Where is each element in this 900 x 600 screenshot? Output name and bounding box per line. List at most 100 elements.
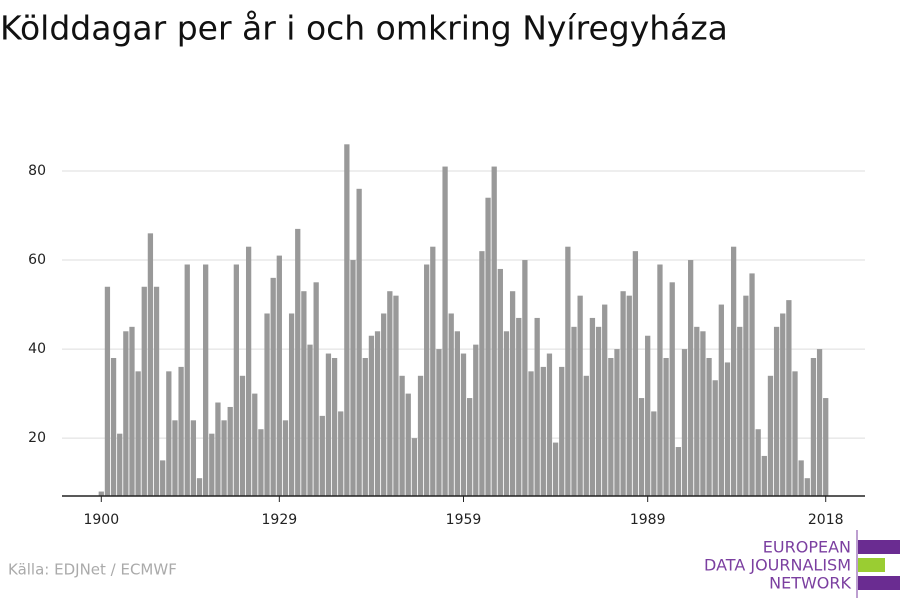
y-tick-label: 60 [28,252,46,268]
y-tick-label: 40 [28,341,46,357]
bar [694,326,700,496]
bar [399,375,405,496]
bar [497,268,503,496]
bar [816,349,823,496]
bar [178,366,184,496]
bar [442,166,448,496]
bar [528,371,534,496]
bar [190,420,197,496]
bar [651,411,657,496]
bar [773,326,780,496]
bar [307,344,313,496]
bar [730,246,737,496]
bar [522,260,528,496]
bar [700,331,706,496]
bar [810,357,817,496]
bar [331,357,338,496]
bar [448,313,454,496]
bar [749,273,755,496]
bar [362,357,368,496]
bar [718,304,724,496]
bar [301,291,307,496]
bar [245,246,252,496]
bar [466,398,473,496]
bar [356,188,362,497]
bar [417,375,424,496]
bar [110,357,117,496]
bar [473,344,479,496]
bar [571,326,577,496]
bar [196,478,203,496]
bar [688,260,694,496]
bar [368,335,375,496]
bar [153,286,160,496]
bar [104,286,111,496]
logo-text: NETWORK [769,574,851,593]
bar [503,331,510,496]
bar [405,393,411,496]
bar [608,357,614,496]
bar [737,326,743,496]
bar [626,295,632,496]
bar [393,295,399,496]
bar [724,362,731,496]
bar [657,264,663,496]
bar [319,415,325,496]
bar [203,264,209,496]
bar [374,331,381,496]
bar [546,353,553,496]
bar [166,371,172,496]
bar [264,313,270,496]
bar [123,331,129,496]
bar [258,429,264,496]
bar [454,331,461,496]
bar [227,406,233,496]
bar [252,393,258,496]
bar [614,349,620,496]
bar [295,228,301,496]
bar [98,491,104,496]
bar [436,349,442,496]
bar [552,442,559,496]
bar [424,264,430,496]
bar [577,295,583,496]
bar [559,366,565,496]
bar [338,411,344,496]
bar [743,295,749,496]
bar [288,313,295,496]
bar [313,282,319,496]
bar [638,398,645,496]
logo-bar [858,540,900,554]
bar [798,460,804,496]
bar [540,366,546,496]
bar [804,478,810,496]
bar [565,246,571,496]
bar [233,264,239,496]
bar [479,251,485,496]
y-tick-label: 80 [28,163,46,179]
bar [172,420,178,496]
bar [761,455,767,496]
x-tick-label: 2018 [808,512,844,528]
logo-text: EUROPEAN [763,538,851,557]
x-tick-label: 1900 [83,512,119,528]
bar [780,313,786,496]
bar [344,144,350,496]
bar [184,264,190,496]
bar [270,277,276,496]
bar [430,246,436,496]
bar [706,357,712,496]
logo-text: DATA JOURNALISM [704,556,851,575]
y-tick-label: 20 [28,430,46,446]
x-tick-label: 1959 [446,512,482,528]
bar [675,447,682,496]
bar [792,371,798,496]
bar [681,349,688,496]
bar [221,420,227,496]
chart-title: Kölddagar per år i och omkring Nyíregyhá… [0,9,728,48]
bar [239,375,246,496]
bar [669,282,675,496]
logo-bar [858,576,900,590]
bar [135,371,141,496]
